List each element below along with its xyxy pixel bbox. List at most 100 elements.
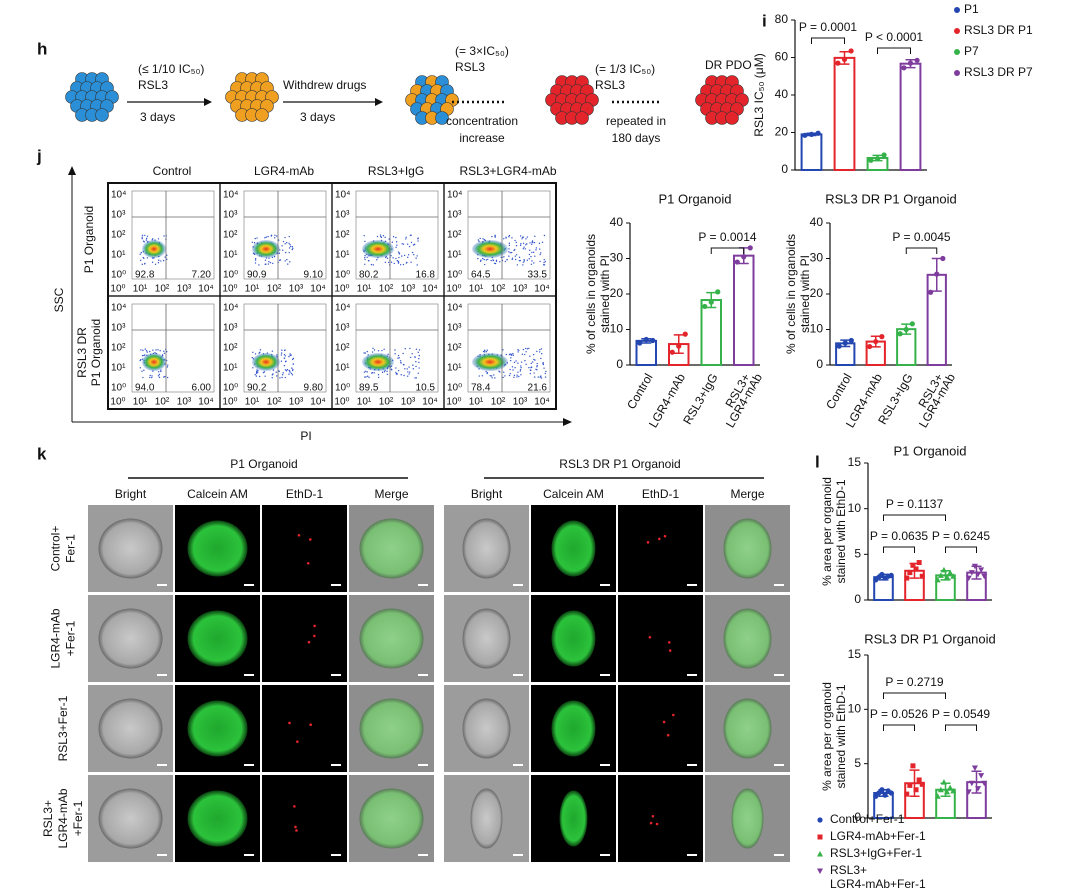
flow-event [364,376,366,378]
flow-event [384,236,386,239]
flow-event [290,354,292,356]
flow-event [292,357,295,360]
data-point [914,57,920,63]
dead-cell [306,561,310,565]
flow-event [284,369,287,371]
dead-cell [663,534,667,538]
flow-event [164,256,166,258]
flow-event [525,363,527,366]
flow-event [383,348,385,350]
p-value: P = 0.0526 [870,707,928,721]
flow-event [411,251,414,254]
flow-event [406,243,409,245]
flow-event [291,367,293,369]
flow-event [508,244,511,247]
flow-event [485,370,487,373]
bar [700,299,722,366]
flow-event [284,360,287,363]
flow-event [528,366,530,369]
flow-event [145,239,148,241]
flow-event [287,263,289,265]
flow-event [284,260,286,262]
flow-y-tick: 10⁰ [447,383,462,394]
flow-event [409,347,411,350]
flow-event [477,257,479,260]
flow-event [535,247,538,249]
dead-cell [651,814,655,818]
flow-event [512,352,514,355]
flow-event [528,258,530,260]
data-point [934,793,941,799]
flow-event [157,262,160,264]
flow-event [368,376,370,379]
y-tick-label: 0 [616,357,623,371]
chart-title: P1 Organoid [659,191,732,206]
flow-event [394,349,396,351]
flow-event [526,236,529,238]
micrograph [618,775,703,862]
step-label: 3 days [300,110,335,124]
flow-y-tick: 10⁴ [223,190,238,201]
y-tick-label: 0 [816,357,823,371]
organoid [462,518,511,579]
flow-event [262,371,265,374]
data-point [682,331,688,337]
flow-event [513,374,516,377]
flow-event [536,366,538,368]
flow-event [416,255,418,257]
flow-event [372,347,374,350]
flow-event [485,259,488,261]
flow-event [276,235,278,237]
flow-x-tick: 10⁰ [110,284,125,295]
organoid [723,608,772,669]
flow-event [522,261,525,263]
flow-event [282,240,285,243]
flow-event [292,247,294,250]
flow-event [256,369,258,371]
flow-event [533,262,535,264]
data-point [947,569,954,576]
flow-event [506,258,508,261]
flow-event [386,370,388,372]
flow-event [397,251,400,253]
legend-label: RSL3+IgG+Fer-1 [830,846,922,860]
flow-y-tick: 10⁴ [447,303,462,314]
flow-event [502,349,504,351]
flow-event [254,237,256,240]
flow-event [491,377,493,379]
flow-event [522,236,525,238]
flow-event [141,236,143,238]
flow-density [362,240,394,258]
flow-event [267,235,269,238]
flow-event [257,370,259,372]
flow-event [412,244,415,246]
flow-event [512,369,514,371]
y-axis-label: stained with PI [798,255,812,333]
quadrant-value: 92.8 [135,270,155,281]
flow-event [395,257,397,260]
flow-event [284,243,286,245]
flow-event [514,367,516,369]
flow-event [141,234,144,236]
flow-event [418,367,420,369]
flow-y-tick: 10⁰ [335,270,350,281]
bar [899,62,922,171]
flow-plot [467,190,551,280]
flow-event [523,260,526,262]
flow-event [487,258,489,261]
flow-event [145,350,148,352]
flow-event [485,350,488,353]
panel-label: l [815,452,820,471]
flow-event [523,246,525,248]
quadrant-value: 89.5 [359,383,379,394]
data-point [881,152,887,158]
flow-event [401,243,403,245]
data-point [913,566,919,572]
dead-cell [313,624,316,628]
flow-event [282,249,284,251]
flow-event [373,372,375,374]
organoid [98,788,163,849]
data-point [928,289,934,295]
comparison-bracket [945,546,977,553]
quadrant-value: 80.2 [359,270,379,281]
